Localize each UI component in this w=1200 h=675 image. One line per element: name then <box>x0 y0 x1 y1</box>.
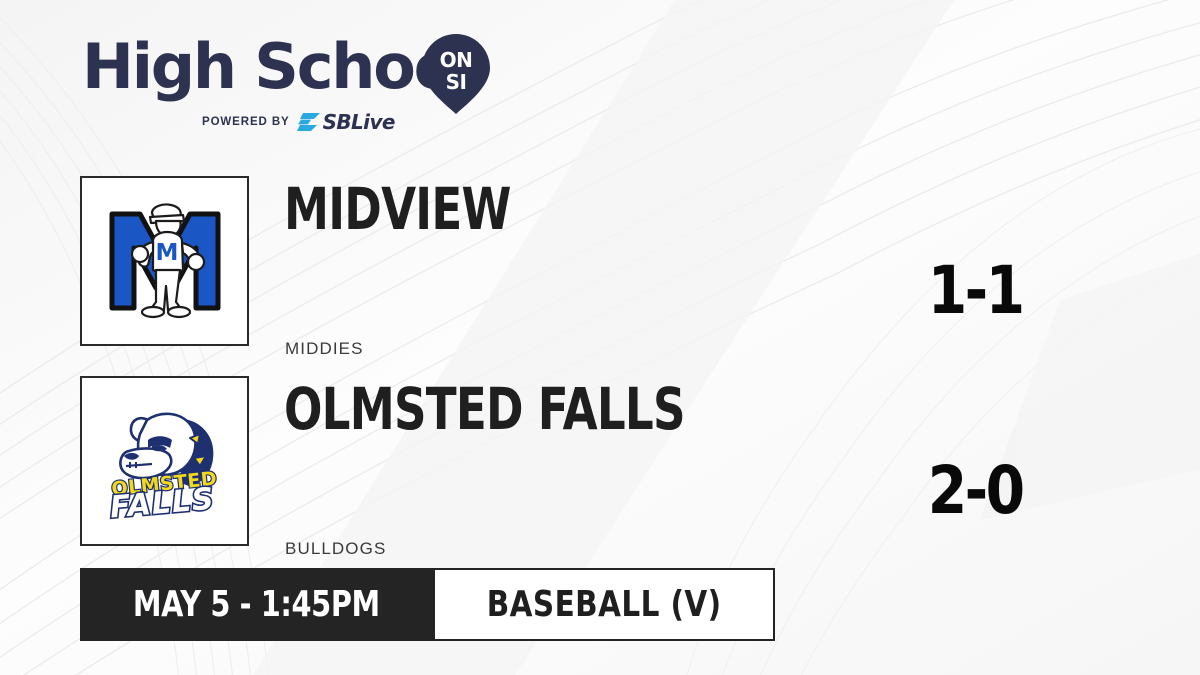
powered-by-label: POWERED BY <box>202 116 290 128</box>
game-info-banner: MAY 5 - 1:45PM BASEBALL (V) <box>80 568 775 641</box>
svg-text:M: M <box>155 240 178 266</box>
olmsted-falls-bulldog-logo-icon: OLMSTED FALLS <box>106 412 219 527</box>
game-datetime-text: MAY 5 - 1:45PM <box>132 583 380 625</box>
brand-wordmark: High School <box>82 30 475 103</box>
on-si-pin-icon: ON SI <box>422 34 490 114</box>
game-sport-text: BASEBALL (V) <box>486 583 722 625</box>
game-datetime-banner: MAY 5 - 1:45PM <box>80 568 433 641</box>
away-team-name: MIDVIEW <box>284 175 511 243</box>
sblive-logo: SBLive <box>296 110 396 134</box>
home-team-mascot: BULLDOGS <box>285 539 387 558</box>
away-team-logo-box: M <box>80 176 249 346</box>
away-team-mascot: MIDDIES <box>285 339 364 358</box>
powered-by-row: POWERED BY SBLive <box>202 112 395 132</box>
on-si-badge-line2: SI <box>446 70 467 94</box>
away-team-record: 1-1 <box>927 252 1025 329</box>
sblive-bolt-icon <box>296 113 320 131</box>
game-sport-banner: BASEBALL (V) <box>432 568 775 641</box>
brand-header: High School ON SI POWERED BY SBLive <box>82 30 512 136</box>
home-team-name: OLMSTED FALLS <box>284 375 686 443</box>
home-team-logo-box: OLMSTED FALLS <box>80 376 249 546</box>
sblive-wordmark: SBLive <box>322 110 396 134</box>
home-team-record: 2-0 <box>927 452 1025 529</box>
midview-m-mascot-logo-icon: M <box>109 203 220 319</box>
on-si-badge-line1: ON <box>440 48 473 72</box>
